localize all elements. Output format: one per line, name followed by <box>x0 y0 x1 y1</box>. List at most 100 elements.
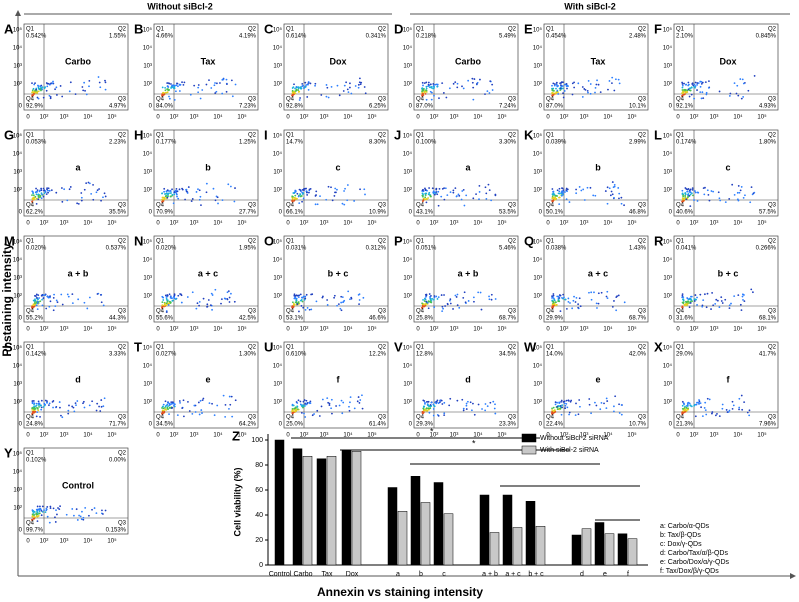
quadrant-value: 0.845% <box>756 34 777 40</box>
flow-panel: I Q114.7%Q28.30%Q310.9%Q466.1%c0010²10²10… <box>264 127 389 227</box>
event-dot <box>703 193 706 196</box>
event-dot <box>291 301 294 304</box>
event-dot <box>613 300 615 302</box>
y-tick-label: 10⁴ <box>403 257 413 264</box>
event-dot <box>437 415 440 417</box>
event-dot <box>88 514 90 517</box>
event-dot <box>704 401 707 404</box>
event-dot <box>717 191 720 194</box>
event-dot <box>681 200 683 203</box>
event-dot <box>455 296 458 298</box>
x-tick-label: 10⁴ <box>733 220 743 227</box>
event-dot <box>205 83 208 86</box>
x-tick-label: 10⁵ <box>497 326 507 333</box>
event-dot <box>197 91 200 94</box>
event-dot <box>562 189 565 192</box>
event-dot <box>688 402 691 405</box>
event-dot <box>552 200 554 203</box>
x-tick-label: 10² <box>560 115 569 121</box>
quadrant-name: Q2 <box>378 345 387 351</box>
event-dot <box>551 407 553 410</box>
event-dot <box>597 292 600 295</box>
event-dot <box>215 90 218 93</box>
event-dot <box>336 188 338 191</box>
event-dot <box>210 87 213 89</box>
event-dot <box>614 395 617 398</box>
event-dot <box>100 301 103 304</box>
event-dot <box>307 83 309 86</box>
event-dot <box>733 82 736 84</box>
quadrant-value: 0.542% <box>26 34 47 40</box>
event-dot <box>34 410 37 413</box>
event-dot <box>327 401 330 404</box>
event-dot <box>173 404 175 407</box>
event-dot <box>685 83 687 86</box>
quadrant-value: 10.9% <box>369 210 387 216</box>
event-dot <box>336 304 338 307</box>
event-dot <box>432 83 435 85</box>
x-tick-label: Carbo <box>293 571 312 578</box>
event-dot <box>484 186 487 189</box>
event-dot <box>617 294 620 297</box>
event-dot <box>34 195 37 198</box>
event-dot <box>173 191 176 194</box>
event-dot <box>291 87 294 89</box>
event-dot <box>423 198 426 201</box>
event-dot <box>728 95 731 97</box>
quadrant-value: 29.3% <box>416 422 434 428</box>
event-dot <box>429 195 432 198</box>
event-dot <box>96 402 99 405</box>
x-tick-label: 10³ <box>580 433 589 439</box>
event-dot <box>697 82 700 85</box>
event-dot <box>167 89 170 92</box>
event-dot <box>682 90 684 93</box>
y-tick-label: 10³ <box>533 382 542 388</box>
event-dot <box>739 303 742 306</box>
event-dot <box>682 197 685 200</box>
y-tick-label: 0 <box>669 104 673 110</box>
event-dot <box>346 199 349 202</box>
quadrant-value: 34.5% <box>499 352 517 358</box>
plot-box <box>153 235 259 323</box>
flow-panel: W Q114.0%Q242.0%Q310.7%Q422.4%e0010²10²10… <box>524 339 649 439</box>
event-dot <box>700 80 703 83</box>
quadrant-value: 50.1% <box>546 210 564 216</box>
y-tick-label: 10⁴ <box>143 45 153 52</box>
quadrant-value: 31.6% <box>676 316 694 322</box>
event-dot <box>304 81 307 84</box>
event-dot <box>32 192 35 195</box>
plot-box <box>153 129 259 217</box>
event-dot <box>31 515 34 518</box>
event-dot <box>427 197 430 199</box>
event-dot <box>611 76 614 79</box>
event-dot <box>556 189 559 192</box>
event-dot <box>737 294 740 297</box>
x-tick-label: 10³ <box>580 115 589 121</box>
event-dot <box>38 402 41 405</box>
event-dot <box>330 186 332 189</box>
quadrant-name: Q2 <box>638 133 647 139</box>
event-dot <box>437 190 440 193</box>
event-dot <box>294 194 297 197</box>
event-dot <box>96 293 99 295</box>
event-dot <box>588 403 591 406</box>
event-dot <box>718 306 721 309</box>
event-dot <box>168 97 171 100</box>
event-dot <box>295 89 298 91</box>
sample-label: b <box>205 162 211 172</box>
event-dot <box>298 202 301 205</box>
event-dot <box>613 405 615 408</box>
flow-panel: V Q112.8%Q234.5%Q323.3%Q429.3%d0010²10²10… <box>394 339 519 439</box>
event-dot <box>428 187 431 189</box>
event-dot <box>694 191 697 194</box>
quadrant-name: Q3 <box>248 415 257 421</box>
event-dot <box>618 412 621 414</box>
x-tick-label: Dox <box>346 571 359 578</box>
y-tick-label: 10² <box>273 294 282 300</box>
quadrant-value: 0.153% <box>106 528 127 534</box>
y-tick-label: 10³ <box>663 64 672 70</box>
event-dot <box>349 401 351 404</box>
event-dot <box>304 187 306 190</box>
event-dot <box>721 302 724 304</box>
